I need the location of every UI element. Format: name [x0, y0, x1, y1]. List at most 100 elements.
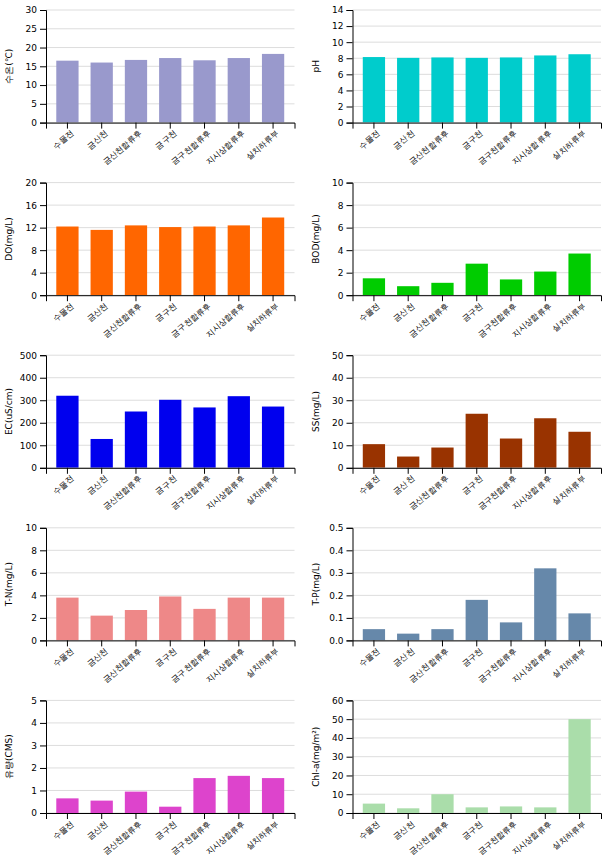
y-tick: 2 [338, 102, 353, 112]
tick-mark [347, 295, 353, 296]
bar [125, 610, 147, 640]
x-tick-label: 실치하류부 [551, 301, 587, 334]
y-tick: 400 [20, 373, 46, 383]
bar [534, 807, 556, 813]
x-axis: 수물전금산천금산천합류후금구천금구천합류후지시상합류후실치하류부 [353, 123, 602, 167]
bar [56, 798, 78, 813]
x-tick-label: 금산천합류후 [408, 647, 451, 685]
y-tick-label: 8 [338, 54, 344, 64]
tick-mark [347, 640, 353, 641]
grid [353, 10, 602, 123]
y-tick-label: 10 [332, 790, 344, 800]
bar [125, 412, 147, 468]
y-tick-label: 100 [20, 441, 37, 451]
y-tick: 4 [338, 246, 353, 256]
tick-mark [347, 273, 353, 274]
bar [431, 629, 453, 640]
bar [534, 55, 556, 122]
tick-mark [40, 183, 46, 184]
panel: 0246810수물전금산천금산천합류후금구천금구천합류후지시상합류후실치하류부T… [4, 523, 295, 684]
y-tick-label: 2 [338, 102, 344, 112]
x-tick: 지시상합류후 [204, 123, 247, 167]
x-tick: 금구천 [460, 295, 484, 323]
y-tick: 0 [338, 463, 353, 473]
tick-mark [40, 273, 46, 274]
grid-line [353, 527, 602, 528]
tick-mark [579, 295, 580, 301]
y-axis: 0246810 [332, 178, 353, 301]
x-tick-label: 금산천합류후 [408, 819, 451, 857]
x-tick-label: 실치하류부 [551, 647, 587, 680]
bar [466, 58, 488, 123]
axis-line [347, 183, 354, 296]
bars [363, 568, 591, 640]
bars [56, 54, 284, 123]
x-tick-label: 금산천 [392, 647, 416, 669]
y-axis: 0102030405060 [332, 696, 353, 819]
bar [466, 600, 488, 641]
y-tick-label: 300 [20, 396, 37, 406]
grid [46, 528, 295, 641]
tick-mark [40, 123, 46, 124]
bar [466, 264, 488, 296]
x-tick-label: 금구천 [154, 129, 178, 151]
grid-line [46, 205, 295, 206]
tick-mark [579, 813, 580, 819]
y-tick-label: 15 [26, 62, 37, 72]
tick-mark [347, 74, 353, 75]
x-tick: 금산천합류후 [101, 813, 144, 857]
bar [534, 272, 556, 296]
x-tick: 수물전 [51, 123, 75, 151]
bar [397, 286, 419, 295]
grid-line [46, 767, 295, 768]
bar [568, 54, 590, 122]
x-tick-label: 수물전 [51, 129, 75, 151]
x-tick-label: 수물전 [51, 474, 75, 496]
x-tick-label: 금구천 [460, 129, 484, 151]
x-tick: 수물전 [358, 123, 382, 151]
bar [159, 400, 181, 468]
y-tick-label: 0.3 [329, 568, 343, 578]
axis-line [353, 641, 602, 647]
tick-mark [347, 205, 353, 206]
tick-mark [40, 85, 46, 86]
x-tick: 금구천 [460, 640, 484, 668]
x-tick: 금구천 [154, 295, 178, 323]
x-tick-label: 실치하류부 [551, 474, 587, 507]
bar [193, 227, 215, 296]
tick-mark [238, 640, 239, 646]
x-tick: 수물전 [51, 468, 75, 496]
tick-mark [238, 295, 239, 301]
grid-line [353, 377, 602, 378]
bar [363, 278, 385, 295]
x-tick: 실치하류부 [551, 640, 587, 679]
axis-line [40, 11, 47, 124]
grid-line [353, 700, 602, 701]
y-tick-label: 40 [332, 733, 344, 743]
tick-mark [476, 295, 477, 301]
grid-line [46, 790, 295, 791]
x-tick-label: 지시상합류후 [511, 301, 554, 339]
tick-mark [40, 445, 46, 446]
y-tick-label: 4 [31, 268, 37, 278]
tick-mark [67, 813, 68, 819]
tick-mark [347, 738, 353, 739]
grid-line [353, 250, 602, 251]
y-tick: 8 [31, 546, 46, 556]
y-tick-label: 50 [332, 715, 344, 725]
y-tick-label: 4 [31, 591, 37, 601]
x-tick: 금산천 [85, 813, 109, 841]
panel: 0246810수물전금산천금산천합류후금구천금구천합류후지시상합류후실치하류부B… [311, 178, 602, 339]
y-tick-label: 4 [338, 86, 344, 96]
bar [363, 444, 385, 468]
bar [568, 254, 590, 296]
axis-line [40, 356, 47, 469]
x-axis: 수물전금산천금산천합류후금구천금구천합류후지시상합류후실치하류부 [47, 640, 296, 684]
x-tick: 지시상합류후 [204, 468, 247, 512]
y-tick: 10 [332, 790, 352, 800]
grid-line [46, 377, 295, 378]
grid-line [46, 722, 295, 723]
tick-mark [273, 295, 274, 301]
y-tick: 6 [338, 223, 353, 233]
tick-mark [40, 790, 46, 791]
